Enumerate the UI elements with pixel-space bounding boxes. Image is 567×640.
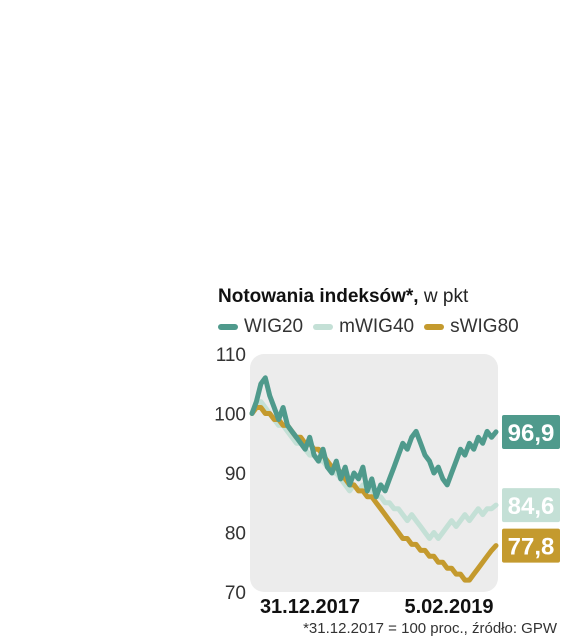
x-tick-label: 5.02.2019 xyxy=(405,596,494,618)
end-label-box-mwig40 xyxy=(500,486,562,525)
legend-label-wig20: WIG20 xyxy=(244,316,304,337)
y-tick-label: 100 xyxy=(214,405,246,426)
footnote: *31.12.2017 = 100 proc., źródło: GPW xyxy=(303,620,557,637)
legend-label-swig80: sWIG80 xyxy=(450,316,519,337)
series-line-wig20 xyxy=(249,375,499,500)
legend-swatch-mwig40 xyxy=(313,324,334,330)
x-tick-label: 31.12.2017 xyxy=(260,596,360,618)
legend-swatch-swig80 xyxy=(424,324,445,330)
end-label-mwig40: 84,6 xyxy=(508,493,555,520)
chart-title-unit: w pkt xyxy=(423,286,469,307)
end-label-wig20: 96,9 xyxy=(508,420,555,447)
legend-item-mwig40: mWIG40 xyxy=(313,316,414,338)
end-label-box-swig80 xyxy=(500,526,562,565)
y-tick-label: 80 xyxy=(225,524,246,545)
legend-label-mwig40: mWIG40 xyxy=(339,316,415,337)
legend-item-wig20: WIG20 xyxy=(218,316,303,338)
chart-title-text: Notowania indeksów*, xyxy=(218,286,419,307)
y-tick-label: 110 xyxy=(216,345,246,366)
chart-title: Notowania indeksów*, w pkt xyxy=(218,286,468,308)
end-label-swig80: 77,8 xyxy=(508,534,555,561)
y-tick-label: 90 xyxy=(225,464,246,485)
y-tick-label: 70 xyxy=(225,583,246,604)
legend-item-swig80: sWIG80 xyxy=(424,316,519,338)
legend-swatch-wig20 xyxy=(218,324,238,330)
legend: WIG20 mWIG40 sWIG80 xyxy=(218,316,519,338)
plot-area xyxy=(250,354,498,592)
end-label-box-wig20 xyxy=(500,412,562,451)
